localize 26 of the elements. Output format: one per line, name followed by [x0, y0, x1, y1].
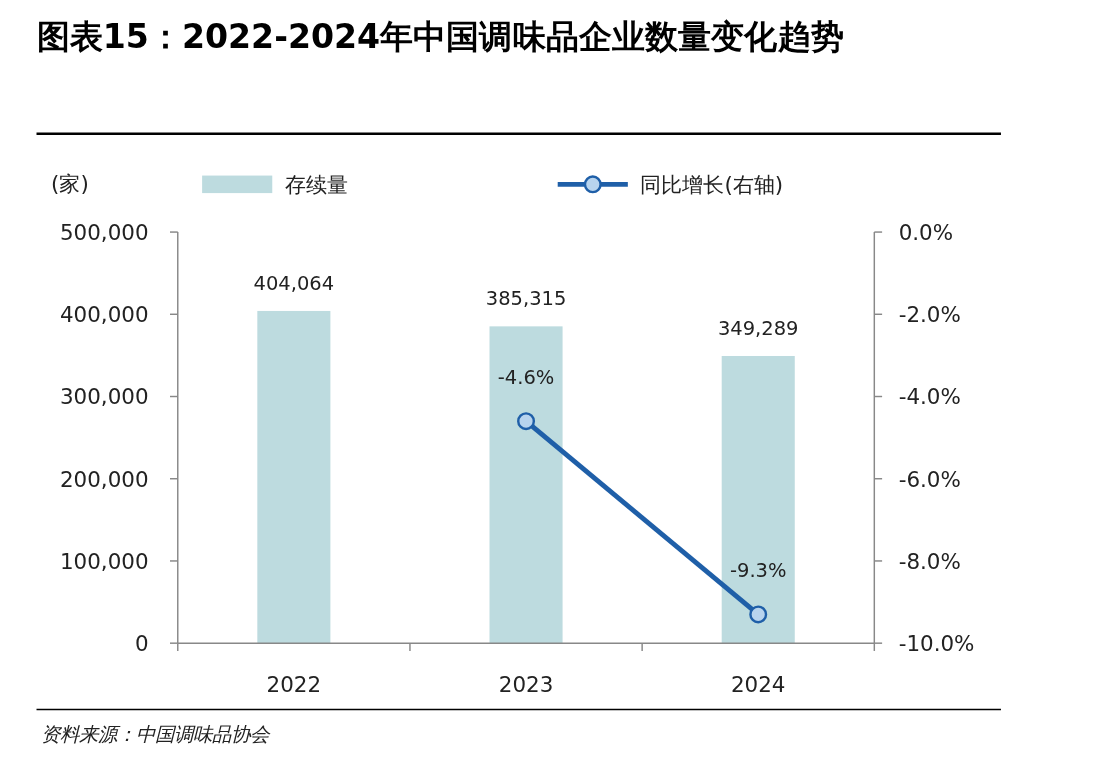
legend-label: 同比增长(右轴) [640, 172, 784, 198]
data-label: -4.6% [497, 366, 555, 390]
y-tick-label: 100,000 [59, 548, 149, 574]
data-label: 385,315 [485, 286, 567, 310]
y2-tick-label: 0.0% [898, 219, 954, 245]
bar [257, 310, 331, 644]
x-tick-label: 2024 [730, 671, 786, 697]
y2-tick-label: -2.0% [898, 302, 961, 328]
y-tick-label: 500,000 [59, 219, 149, 245]
y2-tick-label: -8.0% [898, 548, 961, 574]
y-tick-label: 200,000 [59, 466, 149, 492]
y2-tick-label: -4.0% [898, 384, 961, 410]
y-axis-title: (家) [51, 171, 89, 197]
data-label: -9.3% [729, 559, 787, 583]
text: 资料来源：中国调味品协会 [41, 722, 272, 746]
data-label: 404,064 [253, 271, 335, 295]
y2-tick-label: -6.0% [898, 466, 961, 492]
x-tick-label: 2023 [498, 671, 554, 697]
data-label: 349,289 [717, 316, 799, 340]
y2-tick-label: -10.0% [898, 630, 975, 656]
y-tick-label: 300,000 [59, 384, 149, 410]
chart-title: 图表15：2022-2024年中国调味品企业数量变化趋势 [36, 15, 845, 58]
y-tick-label: 400,000 [59, 302, 149, 328]
y-tick-label: 0 [134, 630, 149, 656]
legend-label: 存续量 [284, 172, 348, 198]
x-tick-label: 2022 [266, 671, 322, 697]
